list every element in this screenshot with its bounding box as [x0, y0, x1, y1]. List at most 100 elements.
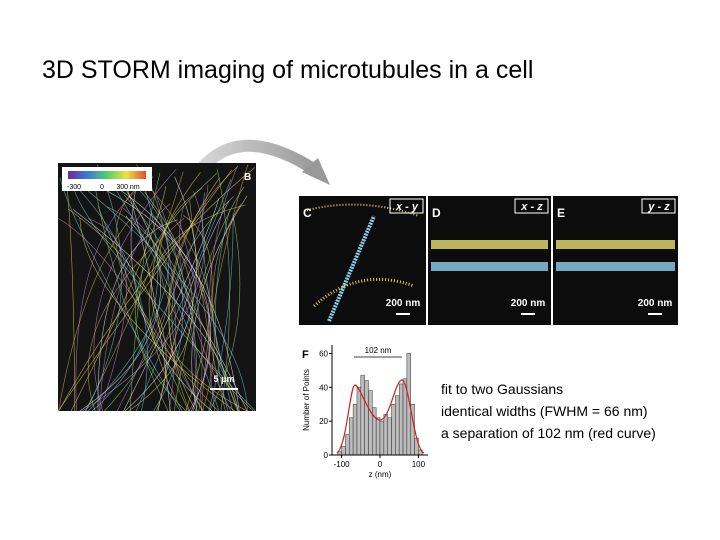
filament	[212, 204, 242, 412]
colorbar-tick: -300	[67, 184, 81, 191]
image-b	[57, 163, 256, 412]
image-bg	[553, 196, 678, 325]
histogram: 0 20 40 60 -100 0 100 z (nm) Number of Points F 10…	[300, 340, 435, 485]
filament	[79, 218, 235, 412]
filament	[173, 186, 245, 412]
filament	[123, 198, 220, 412]
filament	[115, 187, 219, 412]
filament	[151, 172, 248, 412]
filament	[327, 215, 376, 322]
filament	[116, 184, 209, 412]
view-box	[641, 198, 676, 214]
slide-title: 3D STORM imaging of microtubules in a ce…	[42, 56, 533, 84]
filament	[217, 169, 230, 412]
filament	[107, 176, 220, 412]
y-axis-label: Number of Points	[302, 369, 311, 431]
filament	[73, 178, 248, 412]
panel-label: C	[303, 206, 312, 220]
caption-line: a separation of 102 nm (red curve)	[441, 425, 656, 441]
bar	[364, 380, 369, 456]
annotation: 102 nm	[365, 346, 392, 355]
x-tick-label: 100	[412, 460, 426, 469]
bar	[383, 414, 388, 456]
arrow-head	[302, 158, 330, 185]
y-tick-label: 60	[319, 349, 328, 358]
filament	[159, 188, 254, 412]
filament	[58, 216, 133, 412]
filament	[73, 187, 256, 412]
filament	[135, 173, 218, 412]
panel-label: B	[244, 172, 251, 183]
bar	[360, 375, 365, 456]
caption-line: fit to two Gaussians	[441, 381, 563, 397]
fit-curve	[336, 379, 425, 454]
colorbar-tick: 300 nm	[116, 184, 140, 191]
y-tick-label: 0	[324, 451, 329, 460]
bar	[379, 420, 385, 456]
panel-label: E	[557, 206, 565, 220]
band	[431, 262, 548, 271]
x-axis-label: z (nm)	[369, 470, 392, 479]
band	[431, 240, 548, 249]
y-tick-label: 40	[319, 383, 328, 392]
filament	[130, 168, 213, 412]
bar	[368, 390, 373, 456]
filament	[72, 209, 239, 412]
filament	[150, 211, 198, 412]
filament	[104, 206, 170, 412]
filament	[88, 218, 127, 412]
bar	[395, 395, 400, 456]
x-tick-label: 0	[378, 460, 383, 469]
view-box	[389, 198, 424, 214]
filament	[58, 169, 232, 412]
colorbar	[68, 171, 146, 179]
filament	[93, 168, 177, 412]
view-label: y - z	[647, 201, 670, 213]
scale-bar-label: 5 μm	[213, 374, 234, 384]
filament	[75, 176, 154, 412]
filament	[179, 220, 203, 412]
bar	[391, 403, 396, 456]
colorbar-tick: 0	[100, 184, 104, 191]
bar	[341, 446, 346, 456]
filament	[171, 196, 234, 412]
image-bg	[299, 196, 426, 325]
bar	[345, 434, 350, 456]
filament	[79, 186, 161, 412]
scale-bar-label: 200 nm	[386, 298, 421, 309]
caption-line: identical widths (FWHM = 66 nm)	[441, 403, 648, 419]
bar	[398, 383, 404, 456]
filament	[98, 177, 240, 412]
panel-label: F	[302, 349, 309, 361]
filament	[85, 171, 184, 412]
filament	[148, 204, 246, 412]
filament	[124, 176, 197, 412]
band	[556, 240, 675, 249]
filament	[97, 206, 189, 412]
filament	[70, 186, 167, 412]
bar	[387, 417, 392, 456]
bar	[356, 387, 362, 456]
bar	[352, 403, 358, 456]
scale-bar-label: 200 nm	[638, 298, 673, 309]
filament	[146, 172, 176, 412]
filament	[106, 190, 211, 412]
panel-label: D	[432, 206, 441, 220]
bar	[349, 417, 354, 456]
view-label: x - z	[520, 201, 543, 213]
scale-bar-label: 200 nm	[511, 298, 546, 309]
band	[556, 262, 675, 271]
view-box	[514, 198, 549, 214]
y-tick-label: 20	[319, 417, 328, 426]
image-bg	[428, 196, 551, 325]
filament	[57, 217, 203, 412]
filament	[125, 215, 248, 412]
filament	[69, 179, 148, 412]
bar	[375, 417, 381, 456]
filament	[85, 164, 122, 412]
filament	[303, 203, 420, 217]
x-tick-label: -100	[334, 460, 351, 469]
filament	[135, 179, 232, 412]
